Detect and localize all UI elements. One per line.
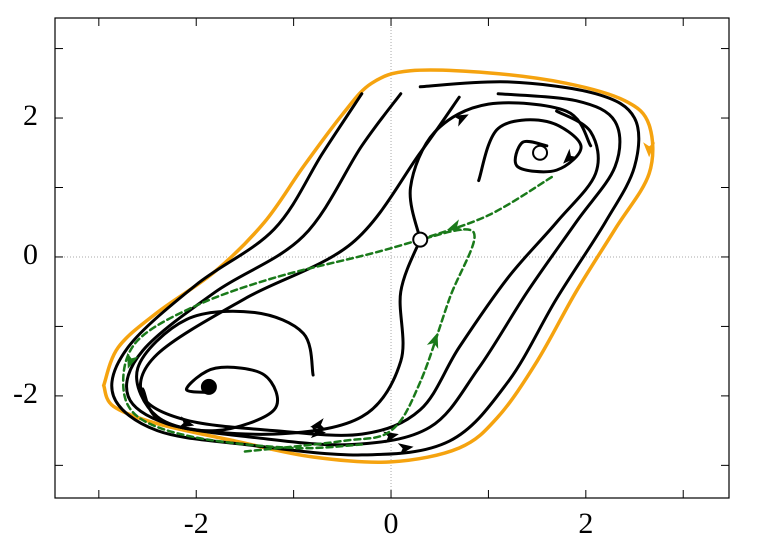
fixed-point (200, 378, 217, 395)
arrow-head (452, 114, 469, 127)
arrow-head (643, 142, 656, 158)
trajectory (418, 175, 553, 241)
trajectory (121, 238, 422, 450)
arrow-head (310, 418, 327, 430)
y-tick-label: 0 (23, 238, 38, 271)
y-tick-label: 2 (23, 99, 38, 132)
arrow-head (178, 416, 195, 428)
x-tick-label: 0 (384, 507, 399, 540)
fixed-point (412, 231, 429, 248)
trajectory (243, 228, 476, 453)
arrow-head (127, 352, 139, 369)
trajectory (101, 68, 655, 465)
trajectory (141, 238, 422, 436)
fixed-point (532, 144, 549, 161)
trajectory (110, 80, 641, 457)
y-tick-label: -2 (13, 377, 38, 410)
trajectory (408, 101, 593, 242)
trajectory (125, 92, 622, 447)
arrow-head (446, 219, 463, 231)
plot-frame (54, 17, 730, 499)
arrow-head (426, 332, 439, 349)
trajectory (477, 118, 583, 183)
x-tick-label: -2 (184, 507, 209, 540)
arrow-head (310, 426, 326, 439)
x-tick-label: 2 (578, 507, 593, 540)
trajectory (138, 95, 600, 437)
arrow-head (397, 443, 414, 456)
arrow-head (563, 148, 578, 164)
